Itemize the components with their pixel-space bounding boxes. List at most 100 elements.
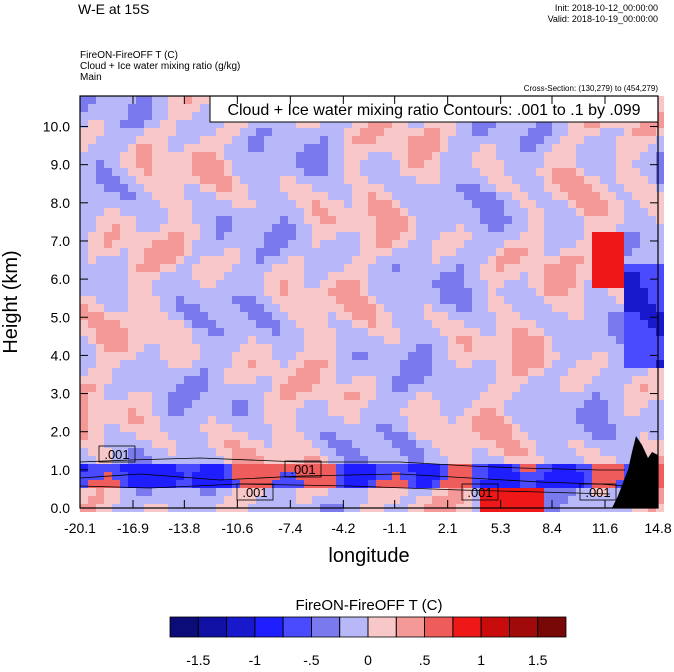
field-cell: [280, 416, 288, 424]
field-cell: [248, 120, 256, 128]
field-cell: [344, 328, 352, 336]
field-cell: [200, 240, 208, 248]
field-cell: [584, 488, 592, 496]
field-cell: [288, 248, 296, 256]
field-cell: [368, 368, 376, 376]
field-cell: [112, 480, 120, 488]
field-cell: [568, 224, 576, 232]
field-cell: [472, 168, 480, 176]
field-cell: [136, 432, 144, 440]
field-cell: [144, 480, 152, 488]
field-cell: [488, 256, 496, 264]
field-cell: [624, 368, 632, 376]
field-cell: [168, 448, 176, 456]
field-cell: [152, 440, 160, 448]
field-cell: [352, 192, 360, 200]
field-cell: [648, 368, 656, 376]
field-cell: [336, 168, 344, 176]
field-cell: [96, 264, 104, 272]
field-cell: [328, 320, 336, 328]
field-cell: [432, 136, 440, 144]
field-cell: [640, 256, 648, 264]
field-cell: [592, 200, 600, 208]
field-cell: [576, 352, 584, 360]
field-cell: [320, 296, 328, 304]
field-cell: [272, 456, 280, 464]
field-cell: [240, 144, 248, 152]
field-cell: [272, 472, 280, 480]
field-cell: [512, 184, 520, 192]
field-cell: [216, 488, 224, 496]
field-cell: [192, 496, 200, 504]
field-cell: [344, 488, 352, 496]
field-cell: [200, 400, 208, 408]
field-cell: [184, 96, 192, 104]
field-cell: [416, 144, 424, 152]
field-cell: [464, 352, 472, 360]
field-cell: [464, 208, 472, 216]
field-cell: [96, 240, 104, 248]
field-cell: [112, 192, 120, 200]
field-cell: [592, 264, 600, 272]
field-cell: [296, 496, 304, 504]
field-cell: [88, 368, 96, 376]
field-cell: [344, 344, 352, 352]
x-tick-label: 5.3: [491, 520, 511, 536]
field-cell: [656, 480, 664, 488]
field-cell: [304, 496, 312, 504]
field-cell: [616, 368, 624, 376]
field-cell: [280, 440, 288, 448]
field-cell: [648, 168, 656, 176]
field-cell: [592, 256, 600, 264]
field-cell: [304, 232, 312, 240]
field-cell: [184, 488, 192, 496]
field-cell: [568, 376, 576, 384]
field-cell: [184, 152, 192, 160]
field-cell: [504, 328, 512, 336]
field-cell: [544, 160, 552, 168]
field-cell: [312, 488, 320, 496]
field-cell: [560, 432, 568, 440]
field-cell: [480, 488, 488, 496]
field-cell: [368, 336, 376, 344]
field-cell: [504, 240, 512, 248]
field-cell: [80, 208, 88, 216]
field-cell: [536, 496, 544, 504]
field-cell: [88, 440, 96, 448]
field-cell: [200, 368, 208, 376]
field-cell: [432, 496, 440, 504]
field-cell: [160, 328, 168, 336]
field-cell: [344, 368, 352, 376]
field-cell: [152, 416, 160, 424]
field-cell: [624, 136, 632, 144]
field-cell: [200, 232, 208, 240]
field-cell: [504, 392, 512, 400]
field-cell: [552, 368, 560, 376]
field-cell: [312, 160, 320, 168]
field-cell: [552, 344, 560, 352]
y-tick-label: 7.0: [51, 233, 71, 249]
field-cell: [264, 304, 272, 312]
field-cell: [616, 184, 624, 192]
field-cell: [400, 232, 408, 240]
field-cell: [192, 432, 200, 440]
field-cell: [200, 296, 208, 304]
field-cell: [592, 136, 600, 144]
field-cell: [640, 184, 648, 192]
field-cell: [200, 376, 208, 384]
field-cell: [472, 152, 480, 160]
field-cell: [432, 240, 440, 248]
field-cell: [112, 280, 120, 288]
field-cell: [392, 464, 400, 472]
field-cell: [296, 352, 304, 360]
field-cell: [184, 384, 192, 392]
field-cell: [352, 328, 360, 336]
field-cell: [416, 176, 424, 184]
field-cell: [432, 360, 440, 368]
field-cell: [88, 296, 96, 304]
field-cell: [656, 152, 664, 160]
field-cell: [536, 264, 544, 272]
field-cell: [320, 464, 328, 472]
field-cell: [632, 208, 640, 216]
field-cell: [440, 344, 448, 352]
